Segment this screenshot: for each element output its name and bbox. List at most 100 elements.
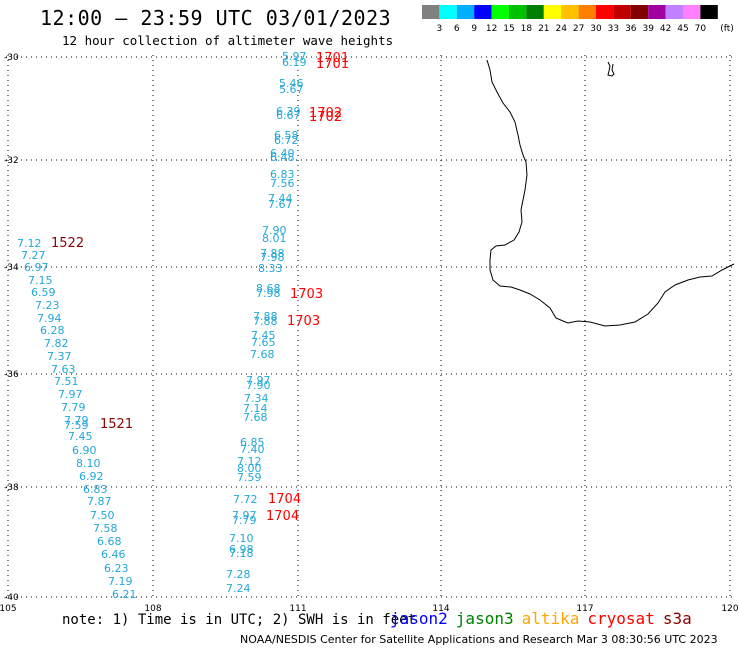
swh-label: 7.23 [35,299,60,312]
swh-label: 6.59 [31,286,56,299]
swh-label: 7.97 [58,388,83,401]
legend-item-altika: altika [521,609,580,628]
swh-label: 7.45 [251,329,276,342]
swh-label: 7.27 [21,249,46,262]
colorbar-swatch [474,5,492,19]
swh-label: 7.97 [246,374,271,387]
swh-label: 7.10 [229,532,254,545]
swh-label: 7.12 [17,237,42,250]
swh-label: 7.88 [253,310,278,323]
colorbar-tick-label: 6 [454,24,460,34]
swh-label: 7.79 [232,514,257,527]
colorbar-swatch [683,5,701,19]
colorbar-tick-label: 30 [590,24,602,34]
colorbar-tick-label: 42 [660,24,671,34]
swh-label: 6.19 [282,56,307,69]
swh-label: 8.68 [256,282,281,295]
swh-label: 7.87 [87,495,112,508]
colorbar-tick-label: 70 [695,24,707,34]
swh-label: 7.68 [243,411,268,424]
lon-tick-label: 111 [289,604,306,612]
colorbar-tick-label: 39 [642,24,654,34]
lat-tick-label: -32 [4,156,19,166]
swh-label: 7.88 [260,247,285,260]
swh-label: 7.98 [260,251,285,264]
swh-label: 7.19 [108,575,133,588]
colorbar-swatch [578,5,596,19]
colorbar-tick-label: 45 [677,24,688,34]
swh-label: 5.46 [279,77,304,90]
color-scale-bar: 3 6 9 12 15 18 21 24 27 30 33 36 39 42 45 70 (ft) [422,5,734,34]
swh-label: 6.92 [79,470,104,483]
swh-label: 7.37 [47,350,72,363]
colorbar-swatch [648,5,666,19]
pass-time-label: 1702 [309,106,342,121]
swh-label: 7.97 [232,509,257,522]
pass-time-label: 1522 [51,236,84,251]
swh-label: 7.18 [229,547,254,560]
swh-label: 5.97 [282,50,307,63]
colorbar-tick-label: 24 [555,24,567,34]
swh-label: 8.33 [258,262,283,275]
colorbar-swatch [700,5,718,19]
swh-label: 7.50 [90,509,115,522]
map-subtitle: 12 hour collection of altimeter wave hei… [62,33,394,48]
swh-label: 7.58 [93,522,118,535]
swh-label: 7.94 [37,312,62,325]
swh-label: 7.79 [64,414,89,427]
colorbar-swatch [561,5,579,19]
lon-tick-label: 117 [576,604,593,612]
satellite-legend: jason2 jason3 altika cryosat s3a [390,609,700,628]
colorbar-tick-label: 36 [625,24,637,34]
swh-label: 6.83 [83,483,108,496]
pass-time-label: 1521 [100,417,133,432]
swh-label: 8.01 [262,232,287,245]
swh-label: 7.14 [243,402,268,415]
altimeter-map: 105 108 111 114 117 120 -30 -32 -34 -36 -38 -40 5.9… [0,50,739,612]
colorbar-swatch [665,5,683,19]
lon-tick-label: 105 [0,604,17,612]
lon-tick-label: 120 [721,604,738,612]
swh-label: 6.97 [24,261,49,274]
pass-time-label: 1704 [268,492,301,507]
legend-item-s3a: s3a [662,609,692,628]
swh-label: 7.28 [226,568,251,581]
coastline-islet [607,61,615,77]
colorbar-swatch [613,5,631,19]
colorbar-swatch [526,5,544,19]
swh-label: 7.63 [51,363,76,376]
swh-label: 6.40 [270,147,295,160]
colorbar-swatch [456,5,475,19]
swh-label: 6.58 [274,129,299,142]
colorbar-tick-label: 21 [538,24,549,34]
colorbar-tick-label: 12 [486,24,497,34]
swh-label: 7.59 [64,419,89,432]
swh-label: 6.85 [240,436,265,449]
colorbar-swatch [596,5,614,19]
swh-labels: 5.976.19 5.465.67 6.396.67 6.586.726.406.48… [17,50,307,601]
swh-label: 6.68 [97,535,122,548]
swh-label: 7.51 [54,375,79,388]
colorbar-tick-label: 33 [608,24,619,34]
pass-time-label: 1701 [316,51,349,66]
swh-label: 6.46 [101,548,126,561]
lon-tick-label: 108 [144,604,161,612]
swh-label: 7.82 [44,337,69,350]
swh-label: 6.98 [229,543,254,556]
swh-label: 6.28 [40,324,65,337]
colorbar-swatch [543,5,562,19]
coastline [486,59,735,327]
swh-label: 7.88 [253,315,278,328]
grid-lines [6,55,732,600]
colorbar-swatch [509,5,527,19]
swh-label: 7.24 [226,582,251,595]
axis-tick-labels: 105 108 111 114 117 120 -30 -32 -34 -36 -38 -40 [0,53,739,612]
legend-item-cryosat: cryosat [587,609,655,628]
colorbar-tick-label: 9 [471,24,477,34]
colorbar-tick-label: 3 [437,24,443,34]
colorbar-tick-label: 18 [521,24,533,34]
swh-label: 7.34 [244,392,269,405]
swh-label: 7.98 [256,287,281,300]
swh-label: 6.48 [270,151,295,164]
